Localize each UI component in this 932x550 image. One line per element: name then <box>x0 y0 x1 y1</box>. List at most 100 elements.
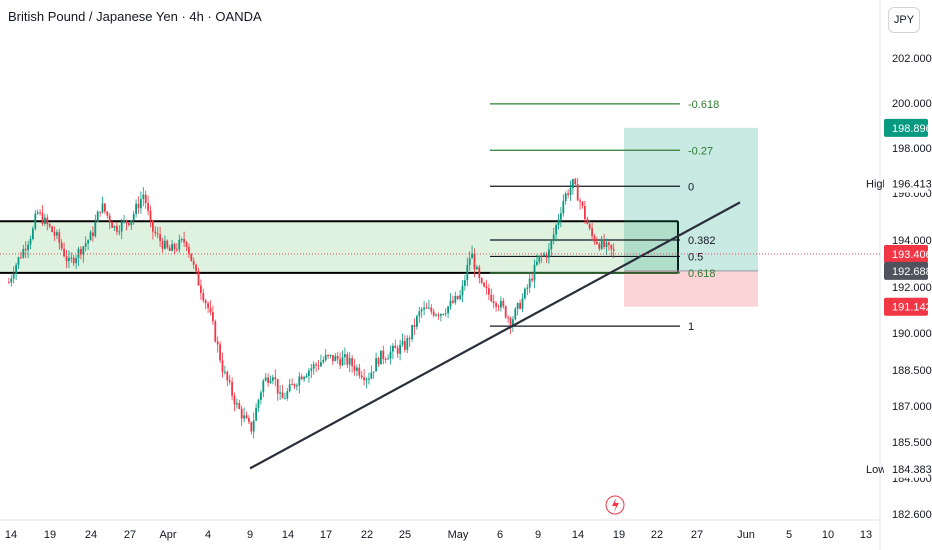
price-label-bg <box>884 297 928 316</box>
candle-body <box>173 244 176 250</box>
candle-body <box>248 418 250 422</box>
price-label-text: 193.406 <box>892 249 932 261</box>
candle-body <box>274 377 277 379</box>
candle-body <box>140 198 142 209</box>
candle-body <box>135 203 137 214</box>
candle-body <box>516 303 519 309</box>
candle-body <box>245 415 248 419</box>
candle-body <box>101 203 104 213</box>
candle-body <box>80 248 82 255</box>
candle-body <box>425 307 428 309</box>
candle-body <box>130 220 133 225</box>
candle-body <box>456 295 459 299</box>
candle-body <box>370 372 373 379</box>
candle-body <box>106 211 109 216</box>
candle-body <box>219 344 221 361</box>
candle-body <box>459 295 461 299</box>
candle-body <box>303 377 305 380</box>
candle-body <box>284 398 286 400</box>
candle-body <box>65 256 68 262</box>
time-axis-tick: 24 <box>85 529 97 541</box>
candle-body <box>348 358 351 365</box>
candle-body <box>324 355 327 361</box>
candle-body <box>490 294 493 302</box>
time-axis-tick: 4 <box>205 529 211 541</box>
candle-body <box>195 264 197 272</box>
candle-body <box>521 298 524 309</box>
time-axis-tick: 19 <box>44 529 56 541</box>
candle-body <box>610 244 613 250</box>
currency-button[interactable]: JPY <box>888 7 920 33</box>
price-axis-tick: 185.500 <box>892 437 932 449</box>
candle-body <box>360 375 363 378</box>
candle-body <box>252 420 255 432</box>
candle-body <box>560 213 562 220</box>
candle-body <box>524 288 526 299</box>
candle-body <box>84 243 87 247</box>
price-label-text: 184.383 <box>892 464 932 476</box>
candle-body <box>24 248 27 251</box>
candle-body <box>312 364 315 369</box>
candle-body <box>334 355 337 362</box>
candle-body <box>387 358 389 360</box>
chart-title: British Pound / Japanese Yen · 4h · OAND… <box>8 9 262 24</box>
candle-body <box>468 258 471 265</box>
candle-body <box>447 306 449 314</box>
candle-body <box>497 306 500 308</box>
candle-body <box>363 377 365 381</box>
candle-body <box>404 341 406 350</box>
candle-body <box>111 222 113 228</box>
time-axis-tick: 14 <box>282 529 294 541</box>
candle-body <box>555 225 557 235</box>
price-axis-tick: 190.000 <box>892 328 932 340</box>
candle-body <box>320 362 322 367</box>
time-axis-layer: 14 19 24 27 Apr 4 9 14 17 22 25 May 6 9 14 19 22 27 Jun 5 10… <box>0 519 880 541</box>
candle-body <box>264 377 267 381</box>
candle-body <box>612 249 615 251</box>
candle-body <box>329 354 332 356</box>
candle-body <box>562 200 565 214</box>
candle-body <box>380 350 382 365</box>
candle-body <box>63 248 65 257</box>
candle-body <box>296 385 298 387</box>
candle-body <box>262 380 265 393</box>
candle-body <box>152 220 154 232</box>
candle-body <box>238 403 241 409</box>
candle-body <box>221 360 224 373</box>
candle-body <box>512 319 514 327</box>
candle-body <box>344 354 346 358</box>
time-axis-tick: 14 <box>572 529 584 541</box>
candle-body <box>142 194 145 199</box>
candle-body <box>440 314 442 316</box>
candle-body <box>586 218 589 225</box>
candle-body <box>260 392 262 401</box>
candle-body <box>473 253 476 270</box>
time-axis-tick: 10 <box>822 529 834 541</box>
candle-body <box>576 184 579 201</box>
time-axis-tick: 9 <box>535 529 541 541</box>
candle-body <box>51 226 53 233</box>
candle-body <box>401 341 404 345</box>
candle-body <box>8 282 10 284</box>
candle-body <box>15 264 17 274</box>
fib-level-label: -0.27 <box>688 145 713 157</box>
price-label-bg <box>884 459 928 478</box>
candle-body <box>389 351 392 359</box>
candle-body <box>34 213 37 229</box>
candle-body <box>428 307 430 309</box>
candle-body <box>202 293 205 301</box>
candle-body <box>46 217 49 225</box>
candle-body <box>485 286 488 289</box>
candle-body <box>540 255 543 257</box>
candle-body <box>504 306 507 318</box>
candle-body <box>36 212 39 214</box>
candle-body <box>267 377 269 384</box>
candle-body <box>27 244 29 251</box>
fib-level-label: 0.382 <box>688 235 716 247</box>
candle-body <box>569 187 572 195</box>
candle-body <box>375 358 377 372</box>
candle-body <box>581 201 584 206</box>
candle-body <box>336 355 339 360</box>
candle-body <box>596 241 598 244</box>
